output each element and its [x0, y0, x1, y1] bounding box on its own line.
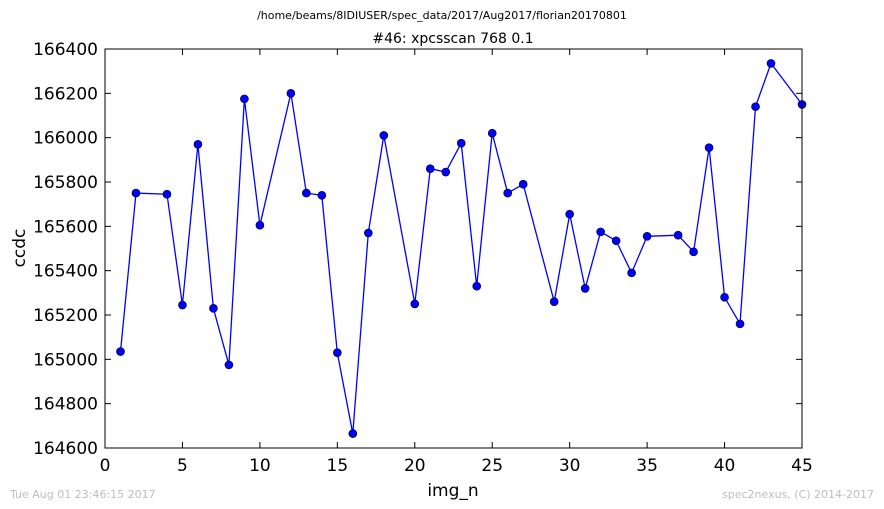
- y-tick-label: 166200: [33, 84, 98, 104]
- x-tick-label: 25: [481, 456, 503, 476]
- series-line: [119, 62, 803, 434]
- data-point: [627, 268, 636, 278]
- file-path-title: /home/beams/8IDIUSER/spec_data/2017/Aug2…: [257, 9, 627, 22]
- x-tick-label: 5: [177, 456, 188, 476]
- data-point: [472, 281, 482, 291]
- data-point: [162, 189, 172, 199]
- x-tick-label: 20: [404, 456, 426, 476]
- data-point: [379, 131, 389, 140]
- y-tick-label: 165600: [33, 217, 98, 237]
- data-point: [333, 348, 342, 357]
- data-point: [425, 164, 435, 173]
- y-tick-label: 165000: [33, 350, 98, 370]
- data-point: [178, 300, 187, 310]
- data-point: [704, 143, 714, 152]
- series-layer: [116, 59, 807, 438]
- data-point: [317, 191, 327, 200]
- data-point: [456, 138, 466, 148]
- plot-frame: [104, 48, 803, 449]
- x-tick-label: 35: [636, 456, 658, 476]
- plot-area: [104, 48, 807, 449]
- data-point: [255, 220, 265, 230]
- y-axis-label: ccdc: [10, 229, 30, 268]
- data-point: [518, 179, 528, 189]
- data-point: [410, 299, 420, 309]
- x-tick-label: 45: [791, 456, 813, 476]
- data-point: [348, 429, 358, 438]
- x-tick-label: 30: [559, 456, 581, 476]
- y-tick-label: 166000: [33, 129, 98, 149]
- x-tick-label: 10: [249, 456, 271, 476]
- data-point: [565, 209, 574, 219]
- data-point: [766, 59, 776, 68]
- y-tick-label: 164800: [33, 395, 98, 415]
- y-axis: 164600 164800 165000 165200 165400 165600 1658…: [33, 40, 802, 459]
- data-point: [720, 292, 729, 302]
- data-point: [364, 228, 373, 238]
- y-tick-label: 165400: [33, 262, 98, 282]
- footer-timestamp: Tue Aug 01 23:46:15 2017: [9, 488, 156, 501]
- chart-title: #46: xpcsscan 768 0.1: [372, 31, 533, 47]
- data-point: [580, 284, 590, 293]
- data-point: [116, 347, 125, 356]
- data-point: [751, 102, 760, 111]
- data-point: [503, 188, 513, 198]
- data-point: [642, 232, 652, 241]
- footer-credit: spec2nexus, (C) 2014-2017: [722, 488, 874, 501]
- x-axis: 0 5 10 15 20 25 30 35 40 45: [100, 49, 813, 476]
- data-point: [611, 236, 621, 246]
- x-tick-label: 0: [100, 456, 111, 476]
- data-point: [487, 128, 497, 138]
- data-point: [673, 230, 683, 240]
- data-point: [441, 167, 451, 177]
- x-tick-label: 15: [327, 456, 349, 476]
- y-tick-label: 166400: [33, 40, 98, 60]
- data-point: [596, 227, 605, 237]
- y-tick-label: 165800: [33, 173, 98, 193]
- x-axis-label: img_n: [427, 481, 478, 501]
- x-tick-label: 40: [714, 456, 736, 476]
- data-point: [549, 297, 559, 307]
- data-point: [735, 319, 745, 329]
- data-point: [193, 140, 203, 149]
- data-point: [209, 304, 218, 313]
- y-tick-label: 165200: [33, 306, 98, 326]
- data-point: [286, 89, 296, 98]
- data-point: [240, 94, 249, 104]
- data-point: [131, 188, 141, 198]
- data-point: [689, 247, 698, 257]
- y-tick-label: 164600: [33, 439, 98, 459]
- data-point: [224, 360, 234, 370]
- data-point: [302, 188, 311, 198]
